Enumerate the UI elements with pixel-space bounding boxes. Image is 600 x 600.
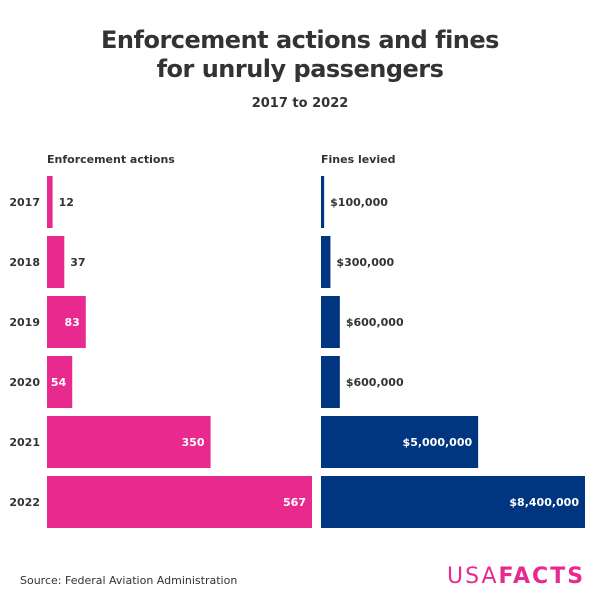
data-label: $5,000,000 [403,436,473,449]
panel-heading-enforcement: Enforcement actions [47,153,175,166]
bar-fines-2021 [321,416,479,468]
year-label: 2017 [9,196,40,209]
data-label: $600,000 [346,316,404,329]
bar-enforcement-2018 [47,236,65,288]
bar-fines-2022 [321,476,585,528]
source-note: Source: Federal Aviation Administration [20,574,238,587]
data-label: $300,000 [336,256,394,269]
data-label: 350 [182,436,205,449]
data-label: $100,000 [330,196,388,209]
bar-enforcement-2022 [47,476,312,528]
bar-enforcement-2019 [47,296,86,348]
logo-light: USA [447,564,499,589]
bar-fines-2020 [321,356,340,408]
year-label: 2019 [9,316,40,329]
data-label: 567 [283,496,306,509]
year-label: 2022 [9,496,40,509]
bar-fines-2019 [321,296,340,348]
year-label: 2018 [9,256,40,269]
bar-fines-2018 [321,236,331,288]
data-label: 37 [70,256,85,269]
data-label: 12 [59,196,74,209]
bar-enforcement-2017 [47,176,53,228]
bar-enforcement-2021 [47,416,211,468]
data-label: 83 [64,316,79,329]
chart-title: Enforcement actions and fines for unruly… [0,26,600,84]
bar-enforcement-2020 [47,356,73,408]
chart-subtitle: 2017 to 2022 [251,96,349,111]
title-line-1: Enforcement actions and fines [101,26,499,54]
data-label: 54 [51,376,67,389]
title-line-2: for unruly passengers [156,55,444,83]
year-label: 2021 [9,436,40,449]
panel-heading-fines: Fines levied [321,153,396,166]
bar-fines-2017 [321,176,325,228]
usafacts-logo: USAFACTS [447,564,585,589]
year-label: 2020 [9,376,40,389]
data-label: $8,400,000 [509,496,579,509]
logo-bold: FACTS [498,564,586,589]
data-label: $600,000 [346,376,404,389]
